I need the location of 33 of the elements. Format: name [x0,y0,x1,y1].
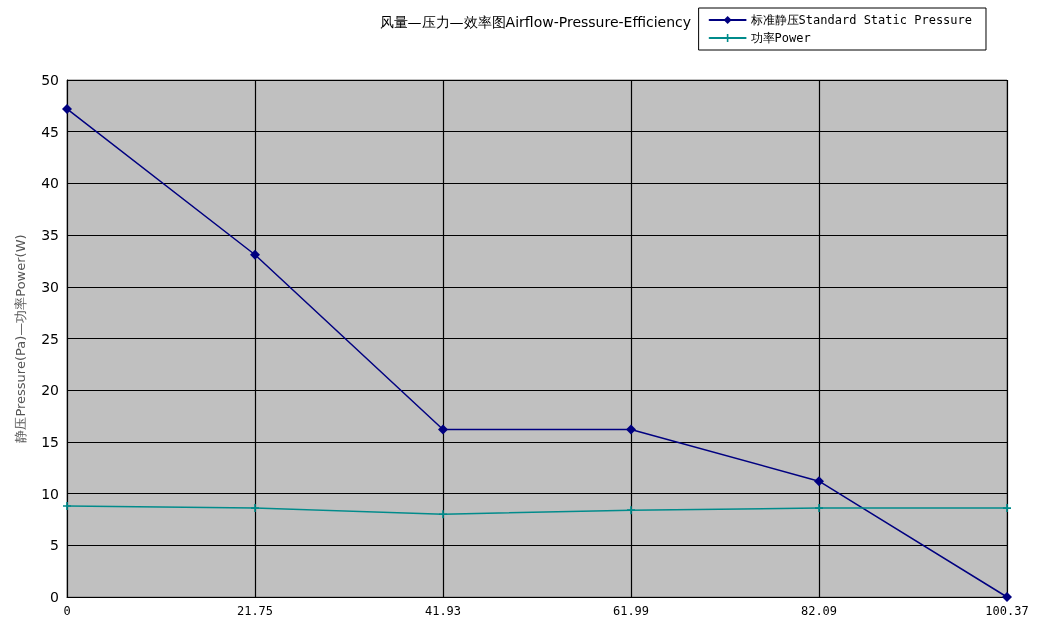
point [62,103,72,114]
point [627,506,635,515]
y-tick-label: 40 [41,175,59,192]
x-tick-label: 0 [63,604,71,618]
point [439,510,447,519]
y-tick-label: 30 [41,278,59,295]
point [815,504,823,513]
y-tick-label: 35 [41,227,59,244]
y-tick-label: 50 [41,72,59,88]
point [626,424,636,435]
point [250,249,260,260]
y-tick-label: 25 [41,330,59,347]
legend-label: 功率Power [750,31,811,45]
point [63,502,71,511]
y-tick-label: 15 [41,433,59,450]
y-tick-label: 10 [41,485,59,502]
x-tick-label: 21.75 [236,604,274,618]
y-tick-label: 20 [41,382,59,399]
x-tick-label: 82.09 [800,604,838,618]
point [438,424,448,435]
point [814,476,824,487]
legend-label: 标准静压Standard Static Pressure [749,13,972,27]
point [251,504,259,513]
y-axis-title: 静压Pressure(Pa)—功率Power(W) [13,234,28,443]
y-tick-label: 5 [50,537,59,554]
y-tick-label: 0 [50,589,59,605]
y-tick-label: 45 [41,123,59,140]
x-tick-label: 41.93 [424,604,462,618]
point [1002,592,1012,602]
point [1003,504,1011,513]
x-tick-label: 61.99 [612,604,650,618]
x-tick-label: 100.37 [985,604,1029,618]
chart-title: 风量—压力—效率图Airflow-Pressure-Efficiency [379,14,692,30]
